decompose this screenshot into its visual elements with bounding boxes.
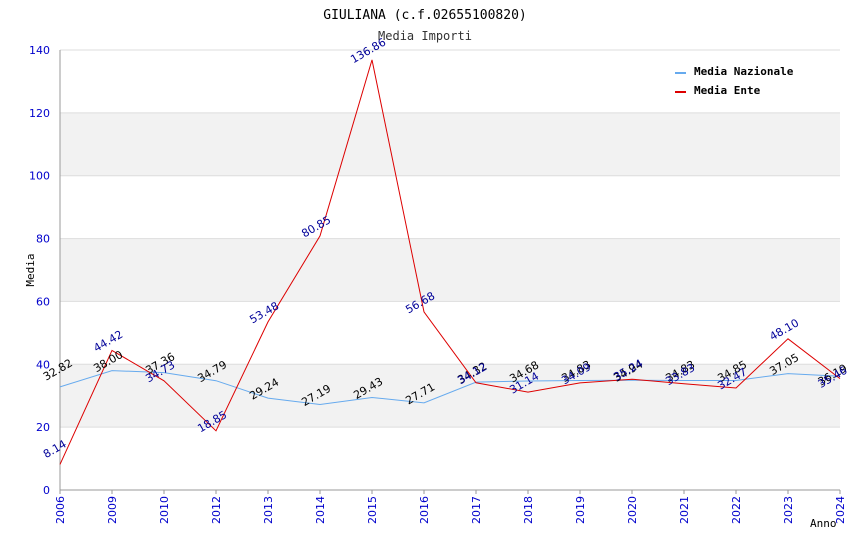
x-axis-title: Anno bbox=[810, 517, 837, 530]
y-tick-label: 60 bbox=[36, 295, 50, 308]
chart-bands bbox=[60, 112, 840, 428]
y-tick-label: 20 bbox=[36, 421, 50, 434]
y-tick-label: 80 bbox=[36, 233, 50, 246]
x-tick-label: 2019 bbox=[574, 496, 587, 524]
x-tick-label: 2018 bbox=[522, 496, 535, 524]
y-tick-label: 140 bbox=[29, 44, 50, 57]
data-label: 53.48 bbox=[247, 299, 281, 326]
grid-band bbox=[60, 238, 840, 302]
series-line-media-ente bbox=[59, 59, 841, 465]
legend-label-media-nazionale: Media Nazionale bbox=[694, 65, 794, 78]
y-tick-label: 120 bbox=[29, 107, 50, 120]
chart-title: GIULIANA (c.f.02655100820) bbox=[323, 8, 527, 23]
x-tick-label: 2024 bbox=[834, 496, 847, 524]
x-tick-label: 2012 bbox=[210, 496, 223, 524]
grid-band bbox=[60, 112, 840, 176]
chart-subtitle: Media Importi bbox=[378, 29, 472, 43]
data-label: 48.10 bbox=[767, 316, 801, 343]
grid-band bbox=[60, 364, 840, 428]
x-tick-label: 2017 bbox=[470, 496, 483, 524]
x-tick-label: 2016 bbox=[418, 496, 431, 524]
data-label: 8.14 bbox=[41, 438, 69, 462]
x-tick-label: 2020 bbox=[626, 496, 639, 524]
x-tick-label: 2009 bbox=[106, 496, 119, 524]
x-tick-label: 2006 bbox=[54, 496, 67, 524]
x-tick-label: 2010 bbox=[158, 496, 171, 524]
legend: Media Nazionale Media Ente bbox=[675, 65, 794, 97]
y-tick-labels: 0 20 40 60 80 100 120 140 bbox=[29, 44, 50, 497]
x-tick-label: 2015 bbox=[366, 496, 379, 524]
chart-gridlines bbox=[60, 49, 840, 428]
y-tick-label: 0 bbox=[43, 484, 50, 497]
y-tick-label: 100 bbox=[29, 170, 50, 183]
x-tick-label: 2021 bbox=[678, 496, 691, 524]
x-tick-label: 2023 bbox=[782, 496, 795, 524]
legend-label-media-ente: Media Ente bbox=[694, 84, 761, 97]
x-tick-label: 2013 bbox=[262, 496, 275, 524]
y-axis-title: Media bbox=[24, 253, 37, 286]
series-lines bbox=[59, 59, 841, 465]
series-line-media-nazionale bbox=[59, 370, 841, 406]
x-tick-label: 2022 bbox=[730, 496, 743, 524]
y-tick-label: 40 bbox=[36, 358, 50, 371]
x-tick-label: 2014 bbox=[314, 496, 327, 524]
x-tick-labels: 2006 2009 2010 2012 2013 2014 2015 2016 2017 2018… bbox=[54, 490, 847, 524]
data-label: 80.85 bbox=[299, 213, 333, 240]
